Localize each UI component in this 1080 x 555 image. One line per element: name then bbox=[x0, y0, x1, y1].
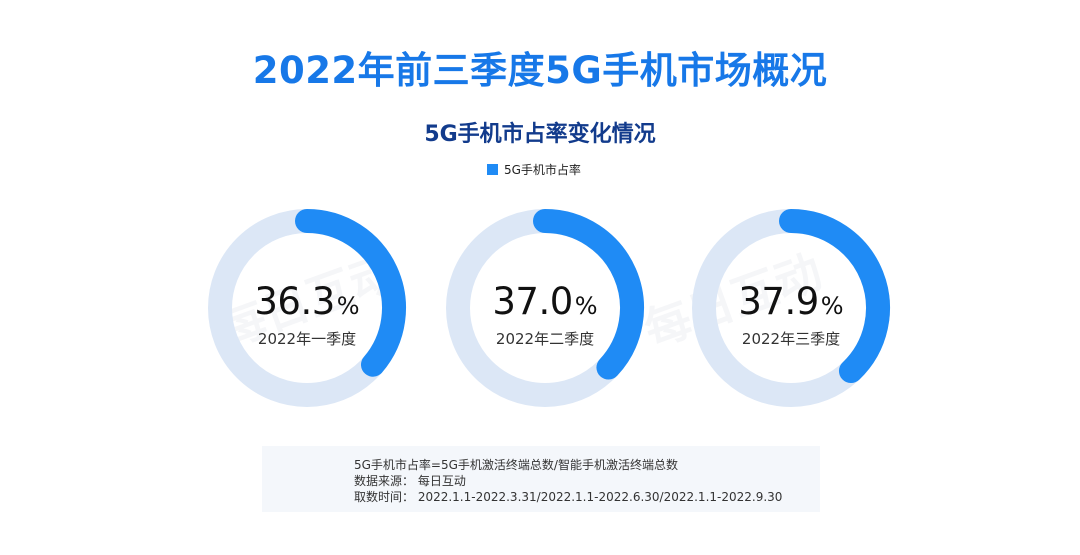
donut-unit: % bbox=[574, 292, 598, 320]
donut-value: 37.9 bbox=[738, 280, 819, 323]
donut-arc bbox=[295, 209, 406, 377]
donut-caption: 2022年一季度 bbox=[257, 330, 357, 348]
donut-value-label: 36.3% bbox=[207, 280, 407, 323]
footnote-period: 取数时间： 2022.1.1-2022.3.31/2022.1.1-2022.6… bbox=[354, 490, 783, 504]
donut-caption: 2022年二季度 bbox=[495, 330, 595, 348]
donut-svg bbox=[208, 209, 406, 407]
donut-value: 37.0 bbox=[492, 280, 573, 323]
footnote-source: 数据来源： 每日互动 bbox=[354, 474, 466, 488]
page-title: 2022年前三季度5G手机市场概况 bbox=[252, 49, 828, 92]
donut-chart-q1: 36.3% 2022年一季度 bbox=[207, 208, 407, 408]
donut-arc bbox=[779, 209, 890, 384]
footnote-definition: 5G手机市占率=5G手机激活终端总数/智能手机激活终端总数 bbox=[354, 458, 678, 472]
donut-arc bbox=[533, 209, 644, 380]
donut-chart-q3: 37.9% 2022年三季度 bbox=[691, 208, 891, 408]
chart-legend: 5G手机市占率 bbox=[487, 160, 581, 178]
donut-unit: % bbox=[820, 292, 844, 320]
donut-value-label: 37.9% bbox=[691, 280, 891, 323]
donut-value: 36.3 bbox=[254, 280, 335, 323]
legend-swatch bbox=[487, 163, 498, 175]
donut-chart-q2: 37.0% 2022年二季度 bbox=[445, 208, 645, 408]
donut-unit: % bbox=[336, 292, 360, 320]
legend-label: 5G手机市占率 bbox=[504, 162, 581, 177]
donut-caption: 2022年三季度 bbox=[741, 330, 841, 348]
donut-svg bbox=[446, 209, 644, 407]
donut-svg bbox=[692, 209, 890, 407]
chart-title: 5G手机市占率变化情况 bbox=[424, 122, 656, 147]
footnote-box: 5G手机市占率=5G手机激活终端总数/智能手机激活终端总数 数据来源： 每日互动… bbox=[262, 446, 820, 512]
donut-value-label: 37.0% bbox=[445, 280, 645, 323]
